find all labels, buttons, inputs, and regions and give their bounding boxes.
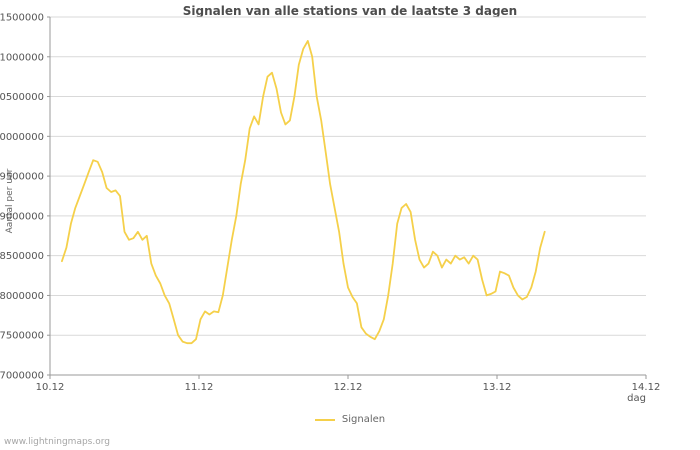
legend-line-icon [314,418,335,421]
svg-text:7000000: 7000000 [0,371,44,382]
watermark: www.lightningmaps.org [4,437,110,447]
legend-label: Signalen [341,414,386,425]
svg-text:10.12: 10.12 [36,382,65,393]
svg-text:8000000: 8000000 [0,291,44,302]
svg-text:9500000: 9500000 [0,172,44,183]
svg-text:11000000: 11000000 [0,52,44,63]
svg-text:12.12: 12.12 [334,382,363,393]
svg-text:9000000: 9000000 [0,211,44,222]
svg-text:14.12: 14.12 [632,382,661,393]
svg-text:8500000: 8500000 [0,251,44,262]
svg-text:11.12: 11.12 [185,382,214,393]
x-axis-label: dag [627,393,646,404]
chart-title: Signalen van alle stations van de laatst… [182,4,518,18]
svg-text:11500000: 11500000 [0,13,44,24]
svg-text:7500000: 7500000 [0,331,44,342]
svg-text:13.12: 13.12 [483,382,512,393]
legend: Signalen [0,414,700,425]
svg-text:10000000: 10000000 [0,132,44,143]
svg-text:10500000: 10500000 [0,92,44,103]
